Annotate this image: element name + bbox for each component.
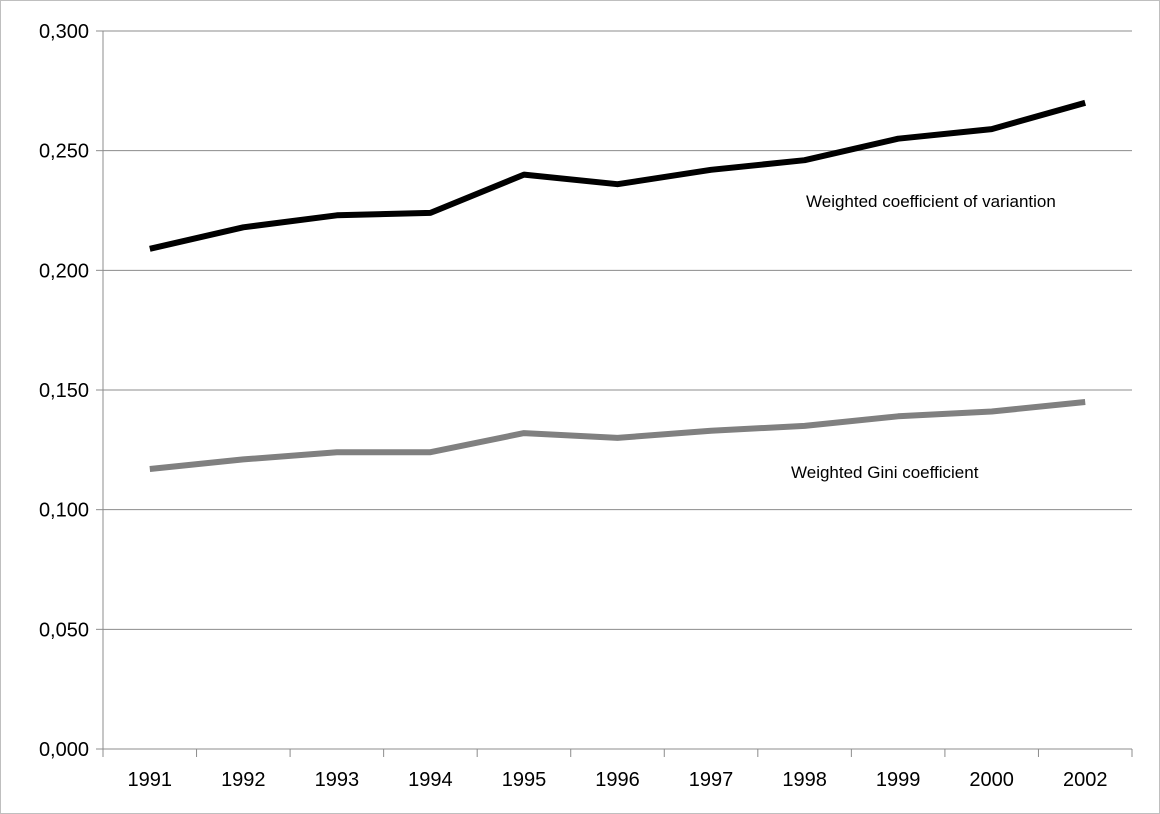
y-tick-label: 0,300 <box>39 21 89 43</box>
series-line-gini <box>149 399 1086 472</box>
x-tick-label: 1991 <box>128 769 173 791</box>
y-tick-label: 0,200 <box>39 260 89 282</box>
y-tick-label: 0,250 <box>39 141 89 163</box>
x-tick-label: 1993 <box>315 769 360 791</box>
y-tick-labels: 0,000 0,050 0,100 0,150 0,200 0,250 0,300 <box>39 21 89 761</box>
y-tick-label: 0,150 <box>39 380 89 402</box>
x-tick-label: 1999 <box>876 769 921 791</box>
x-tick-label: 1998 <box>782 769 827 791</box>
x-tick-label: 1992 <box>221 769 266 791</box>
series-annotations: Weighted coefficient of variantion Weight… <box>791 192 1056 482</box>
y-tick-label: 0,100 <box>39 500 89 522</box>
x-tick-label: 1994 <box>408 769 453 791</box>
series-line-coefficient-of-variation <box>149 99 1087 252</box>
x-tick-label: 1997 <box>689 769 734 791</box>
x-tick-labels: 1991 1992 1993 1994 1995 1996 1997 1998 1999 2000… <box>128 769 1108 791</box>
gridlines <box>103 30 1132 630</box>
x-tick-label: 1996 <box>595 769 640 791</box>
x-tick-label: 2002 <box>1063 769 1108 791</box>
y-tick-label: 0,000 <box>39 739 89 761</box>
annotation-gini: Weighted Gini coefficient <box>791 463 979 482</box>
series-lines <box>149 99 1087 472</box>
axes <box>96 30 1133 757</box>
x-tick-label: 2000 <box>969 769 1014 791</box>
y-tick-label: 0,050 <box>39 619 89 641</box>
annotation-coefficient-of-variation: Weighted coefficient of variantion <box>806 192 1056 211</box>
x-tick-label: 1995 <box>502 769 547 791</box>
